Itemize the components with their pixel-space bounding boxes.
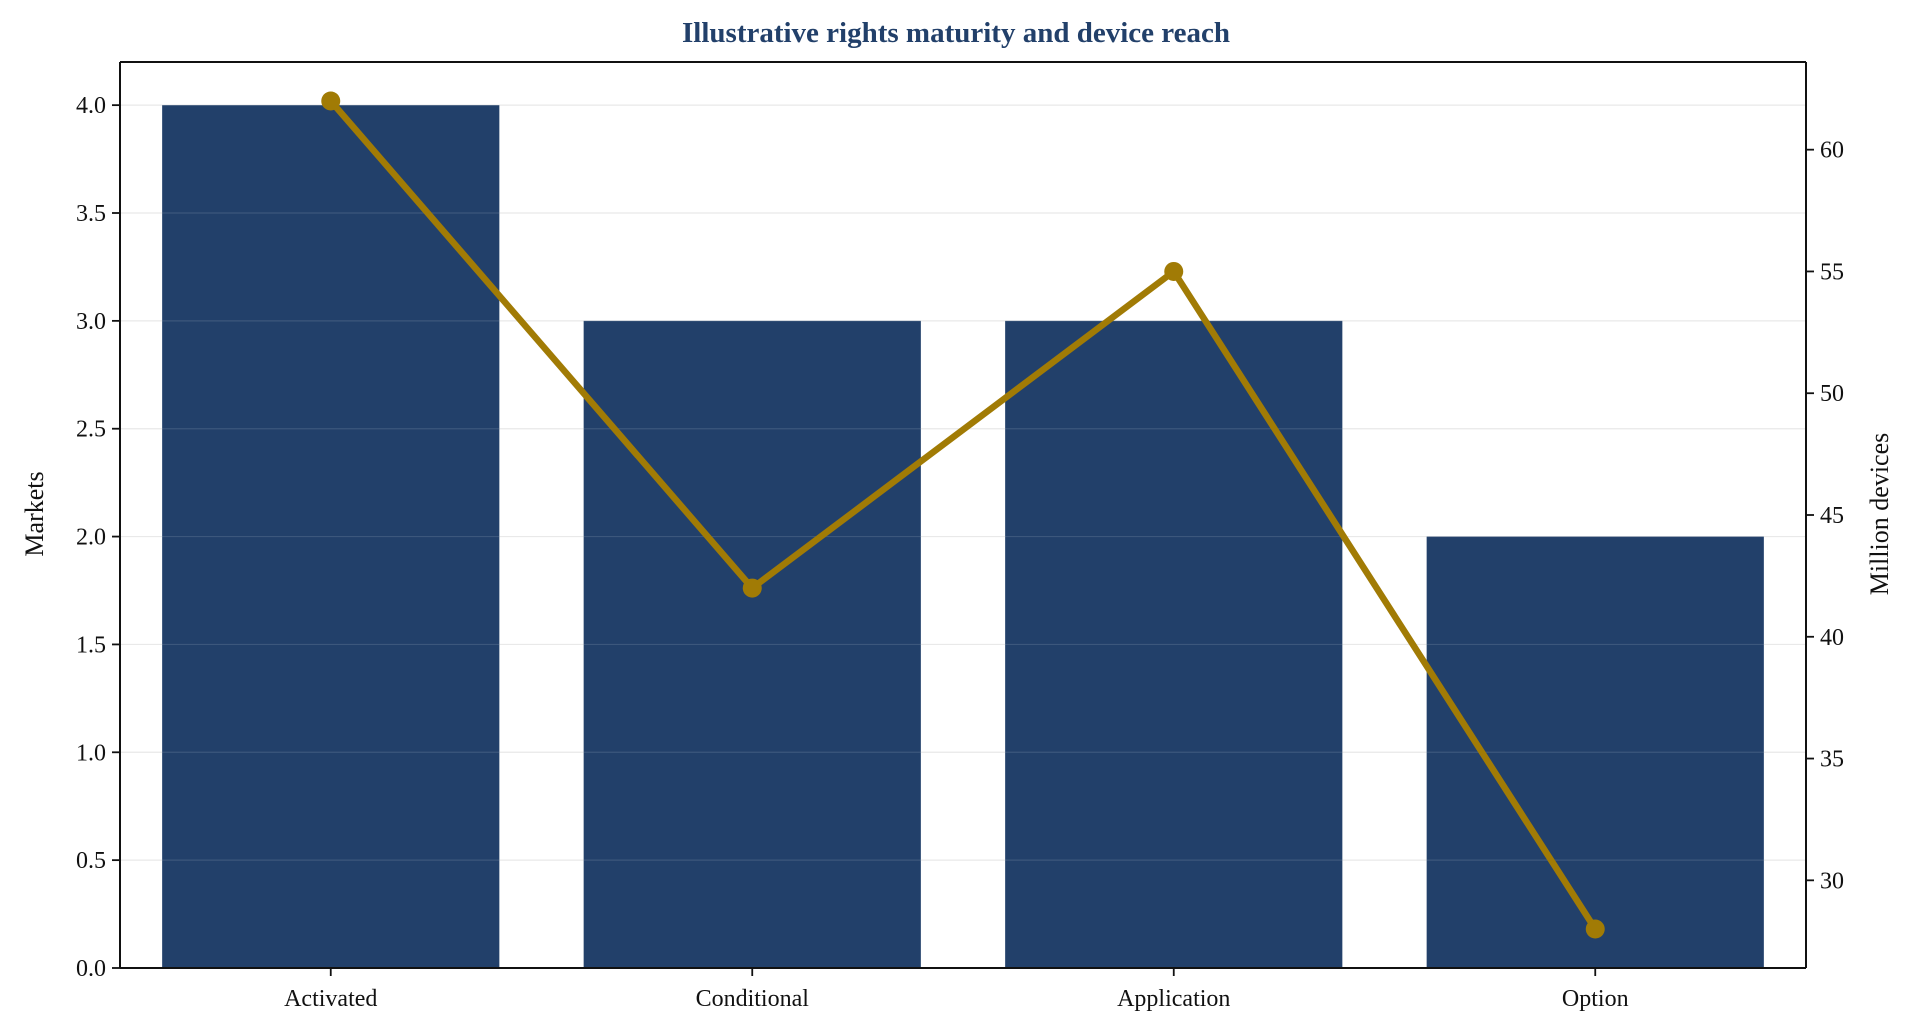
device-point-conditional <box>742 578 762 598</box>
bar-application <box>1005 320 1343 968</box>
x-tick-label-option: Option <box>1562 986 1629 1012</box>
y-tick-label-8: 4.0 <box>76 93 106 119</box>
chart-title: Illustrative rights maturity and device … <box>682 17 1230 49</box>
y2-axis-label: Million devices <box>1865 433 1894 595</box>
bar-layer <box>120 104 1806 968</box>
bar-conditional <box>583 320 921 968</box>
y-tick-label-0: 0.0 <box>76 956 106 982</box>
y2-tick-label-3: 45 <box>1820 503 1844 529</box>
y2-tick-label-0: 30 <box>1820 868 1844 894</box>
x-tick-label-application: Application <box>1117 986 1230 1012</box>
y2-tick-label-1: 35 <box>1820 747 1844 773</box>
y2-tick-label-4: 50 <box>1820 381 1844 407</box>
y-tick-label-4: 2.0 <box>76 525 106 551</box>
y-tick-label-7: 3.5 <box>76 201 106 227</box>
x-tick-label-activated: Activated <box>284 986 377 1012</box>
y-axis-label: Markets <box>20 471 49 556</box>
y-tick-label-5: 2.5 <box>76 417 106 443</box>
y2-tick-label-2: 40 <box>1820 625 1844 651</box>
y-tick-label-3: 1.5 <box>76 632 106 658</box>
device-point-option <box>1585 919 1605 939</box>
y-tick-label-1: 0.5 <box>76 848 106 874</box>
bar-activated <box>162 105 500 968</box>
y2-tick-label-5: 55 <box>1820 259 1844 285</box>
device-point-application <box>1164 261 1184 281</box>
y2-tick-label-6: 60 <box>1820 138 1844 164</box>
device-point-activated <box>321 91 341 111</box>
line-layer <box>321 91 1605 939</box>
label-layer: 0.0 0.5 1.0 1.5 2.0 2.5 3.0 3.5 4.0 30 35 40 45 50 55 6… <box>76 93 1844 1012</box>
device-reach-line <box>327 97 1599 933</box>
y-tick-label-2: 1.0 <box>76 740 106 766</box>
x-tick-label-conditional: Conditional <box>696 986 810 1012</box>
y-tick-label-6: 3.0 <box>76 309 106 335</box>
axis-layer <box>112 61 1814 976</box>
